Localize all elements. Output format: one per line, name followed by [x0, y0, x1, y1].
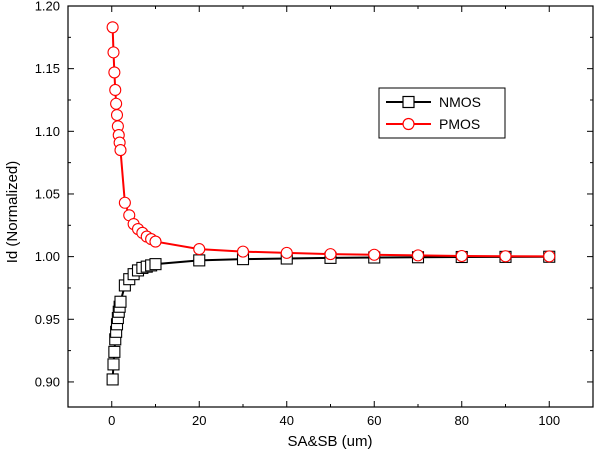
plot-frame [67, 5, 594, 408]
data-point-pmos [280, 246, 293, 259]
legend-label-nmos: NMOS [439, 94, 481, 110]
data-point-nmos [107, 358, 120, 371]
data-point-pmos [455, 249, 468, 263]
y-tick-label: 0.90 [35, 374, 60, 389]
data-point-nmos [108, 345, 121, 358]
data-point-pmos [499, 250, 512, 263]
axes: 0 20 40 60 80 100 0.90 0.95 1.00 1.05 1.10 1.15 1.20 [35, 0, 593, 428]
y-tick-label: 1.05 [35, 186, 60, 201]
data-point-pmos [110, 108, 124, 122]
y-tick-label: 1.10 [35, 124, 60, 139]
x-axis-title: SA&SB (um) [287, 433, 372, 450]
data-point-pmos [149, 235, 162, 248]
series-layer [106, 21, 556, 386]
legend-box [378, 87, 506, 139]
data-point-nmos [193, 254, 206, 267]
data-point-nmos [106, 373, 119, 386]
data-point-pmos [114, 144, 127, 157]
data-point-pmos [106, 21, 119, 34]
data-point-pmos [193, 243, 206, 256]
data-point-pmos [411, 249, 425, 262]
data-point-nmos [149, 258, 162, 271]
x-tick-label: 80 [455, 413, 469, 428]
y-tick-label: 1.00 [35, 249, 60, 264]
legend-marker-pmos [402, 117, 415, 131]
data-point-pmos [368, 248, 381, 261]
legend-label-pmos: PMOS [439, 116, 480, 132]
y-axis-title: Id (Normalized) [4, 161, 21, 264]
x-tick-label: 60 [367, 413, 381, 428]
data-point-pmos [110, 97, 123, 110]
data-point-pmos [118, 196, 131, 209]
y-tick-label: 1.15 [35, 61, 60, 76]
y-tick-label: 1.20 [35, 0, 60, 14]
x-tick-label: 0 [108, 413, 115, 428]
data-point-pmos [324, 248, 337, 261]
data-point-pmos [543, 250, 556, 263]
data-point-pmos [109, 83, 122, 97]
x-tick-label: 20 [192, 413, 206, 428]
data-point-pmos [236, 245, 250, 258]
x-tick-label: 100 [538, 413, 560, 428]
data-point-pmos [107, 46, 120, 59]
data-point-pmos [108, 66, 121, 79]
data-point-nmos [114, 295, 127, 308]
legend-marker-nmos [402, 95, 415, 109]
y-tick-label: 0.95 [35, 312, 60, 327]
legend: NMOS PMOS [378, 87, 506, 139]
x-tick-label: 40 [280, 413, 294, 428]
